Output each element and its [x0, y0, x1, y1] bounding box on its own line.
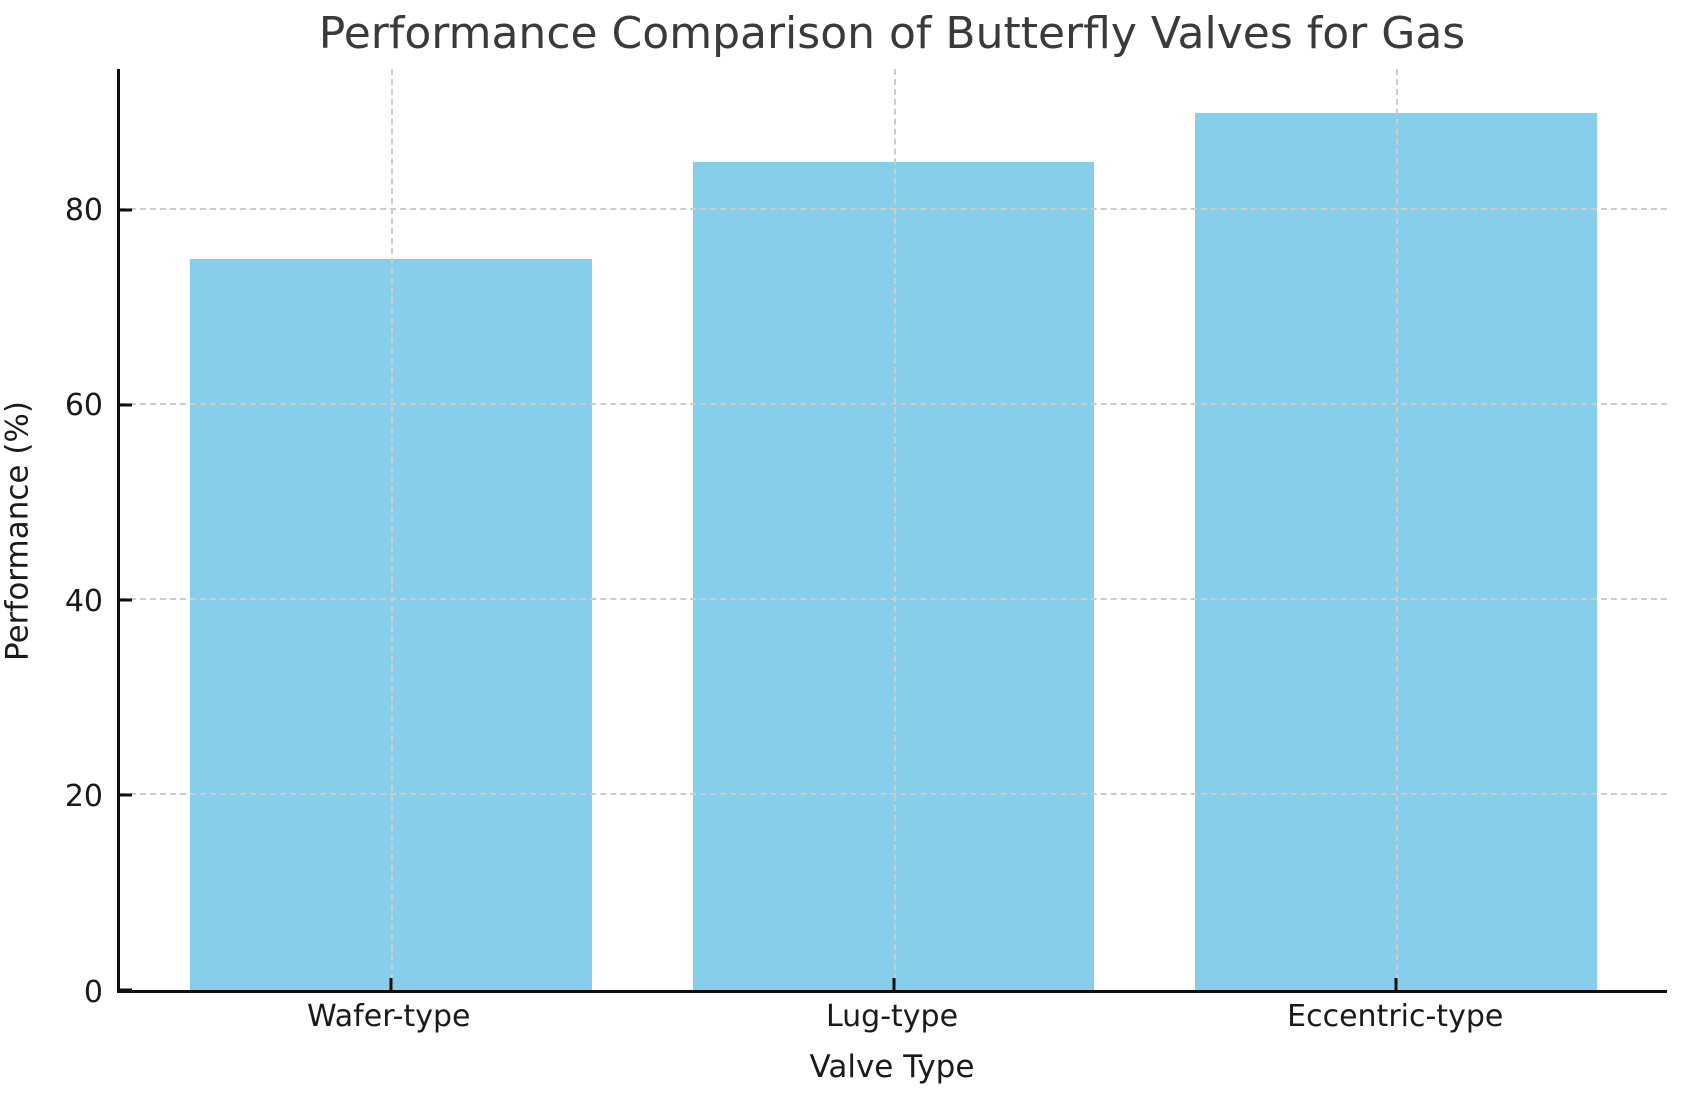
- y-axis-tick-labels: 0 20 40 60 80: [0, 69, 103, 1007]
- x-tick-label-eccentric-type: Eccentric-type: [1287, 999, 1504, 1034]
- x-axis-tick-labels: Wafer-type Lug-type Eccentric-type: [117, 1002, 1667, 1042]
- x-tick-label-wafer-type: Wafer-type: [307, 999, 471, 1034]
- chart-title: Performance Comparison of Butterfly Valv…: [318, 8, 1466, 59]
- y-tick-mark-80: [120, 208, 132, 212]
- y-tick-mark-60: [120, 403, 132, 407]
- v-gridline-lug-type: [893, 69, 896, 990]
- y-tick-mark-0: [120, 988, 132, 992]
- x-tick-mark-lug-type: [892, 978, 895, 990]
- y-tick-label-60: 60: [64, 388, 103, 424]
- plot-area: [117, 69, 1667, 993]
- y-tick-mark-20: [120, 793, 132, 797]
- x-tick-mark-wafer-type: [389, 978, 393, 990]
- x-tick-mark-eccentric-type: [1394, 978, 1398, 990]
- v-gridline-eccentric-type: [1395, 69, 1398, 990]
- y-tick-label-40: 40: [64, 583, 103, 619]
- x-tick-label-lug-type: Lug-type: [825, 999, 959, 1034]
- bar-lug-type: [692, 161, 1095, 990]
- x-axis-label: Valve Type: [809, 1049, 975, 1085]
- v-gridline-wafer-type: [391, 69, 394, 990]
- y-axis-label: Performance (%): [0, 401, 36, 661]
- y-tick-label-80: 80: [64, 192, 103, 228]
- y-tick-label-0: 0: [83, 975, 103, 1010]
- y-tick-mark-40: [120, 598, 132, 602]
- y-tick-label-20: 20: [64, 779, 103, 815]
